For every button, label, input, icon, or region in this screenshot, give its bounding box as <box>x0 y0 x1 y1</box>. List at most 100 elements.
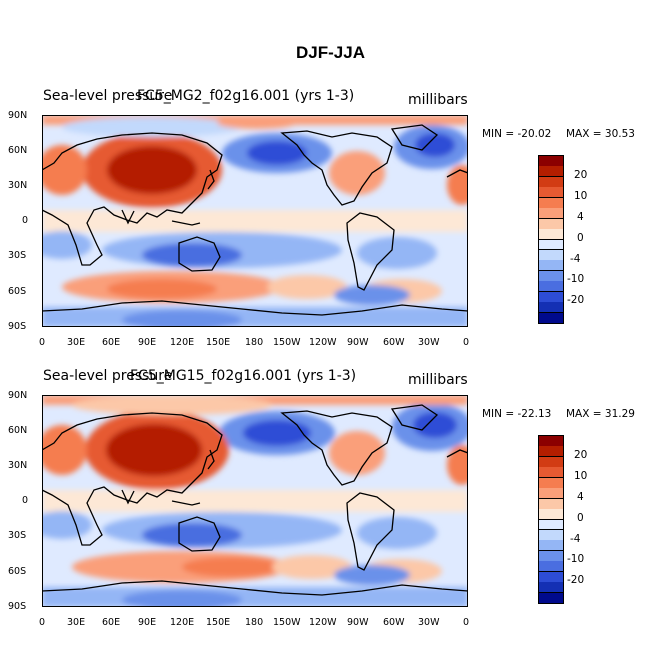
colorbar-swatch <box>539 519 563 531</box>
panel2-lat-label: 90N <box>8 390 28 401</box>
colorbar-swatch <box>539 218 563 230</box>
colorbar-swatch <box>539 561 563 573</box>
panel1-colorbar-label: 4 <box>577 211 584 223</box>
panel2-lon-label: 180 <box>245 617 264 628</box>
panel1-lon-label: 120W <box>309 337 337 348</box>
colorbar-swatch <box>539 281 563 293</box>
colorbar-swatch <box>539 571 563 583</box>
colorbar-swatch <box>539 446 563 458</box>
panel1-lon-label: 0 <box>39 337 46 348</box>
panel1-lon-label: 150E <box>206 337 231 348</box>
panel2-lon-label: 60W <box>383 617 405 628</box>
panel2-colorbar-label: 4 <box>577 491 584 503</box>
coastlines <box>42 404 468 596</box>
panel2-lat-label: 90S <box>8 601 27 612</box>
colorbar-swatch <box>539 488 563 500</box>
pressure-field <box>42 395 468 607</box>
panel2-lon-label: 150W <box>273 617 301 628</box>
panel2-map <box>42 395 468 607</box>
colorbar-swatch <box>539 477 563 489</box>
colorbar-swatch <box>539 592 563 604</box>
panel1-lat-label: 90N <box>8 110 28 121</box>
panel1-min-label: MIN = -20.02 <box>482 128 552 140</box>
panel2-center-title: FC5_MG15_f02g16.001 (yrs 1-3) <box>130 368 357 384</box>
colorbar-swatch <box>539 229 563 240</box>
colorbar-swatch <box>539 302 563 314</box>
panel2-lon-label: 120E <box>170 617 195 628</box>
panel2-lon-label: 120W <box>309 617 337 628</box>
colorbar-swatch <box>539 509 563 520</box>
panel2-lon-label: 60E <box>102 617 121 628</box>
panel2-lon-label: 0 <box>463 617 470 628</box>
colorbar-swatch <box>539 260 563 272</box>
panel2-colorbar-label: -4 <box>570 533 581 545</box>
colorbar-swatch <box>539 208 563 220</box>
colorbar-swatch <box>539 582 563 594</box>
panel1-lon-label: 90W <box>347 337 369 348</box>
panel1-lat-label: 60S <box>8 286 27 297</box>
panel1-left-title: Sea-level pressure <box>43 88 173 104</box>
panel2-lon-label: 90E <box>138 617 157 628</box>
panel1-lon-label: 60W <box>383 337 405 348</box>
panel1-lon-label: 60E <box>102 337 121 348</box>
panel2-colorbar-label: -10 <box>567 553 585 565</box>
figure-title: DJF-JJA <box>296 43 365 62</box>
panel1-colorbar-label: 20 <box>574 169 588 181</box>
panel1-colorbar-label: -4 <box>570 253 581 265</box>
panel2-colorbar-label: 20 <box>574 449 588 461</box>
coastlines <box>42 124 468 316</box>
colorbar-swatch <box>539 187 563 199</box>
panel2-lon-label: 30E <box>67 617 86 628</box>
colorbar-swatch <box>539 176 563 188</box>
colorbar-swatch <box>539 156 563 167</box>
panel1-lon-label: 30W <box>418 337 440 348</box>
panel1-center-title: FC5_MG2_f02g16.001 (yrs 1-3) <box>137 88 355 104</box>
panel1-colorbar <box>538 155 564 324</box>
colorbar-swatch <box>539 291 563 303</box>
panel2-lon-label: 30W <box>418 617 440 628</box>
panel1-map <box>42 115 468 327</box>
colorbar-swatch <box>539 197 563 209</box>
colorbar-swatch <box>539 550 563 562</box>
panel1-colorbar-label: 10 <box>574 190 588 202</box>
map-frame <box>42 115 468 327</box>
panel1-colorbar-label: -10 <box>567 273 585 285</box>
panel1-units: millibars <box>408 92 468 108</box>
colorbar-swatch <box>539 540 563 552</box>
panel1-colorbar-label: 0 <box>577 232 584 244</box>
panel2-max-label: MAX = 31.29 <box>566 408 635 420</box>
colorbar-swatch <box>539 498 563 510</box>
panel2-min-label: MIN = -22.13 <box>482 408 552 420</box>
panel2-units: millibars <box>408 372 468 388</box>
panel2-lat-label: 30N <box>8 460 28 471</box>
panel2-left-title: Sea-level pressure <box>43 368 173 384</box>
panel2-colorbar-label: 10 <box>574 470 588 482</box>
colorbar-swatch <box>539 249 563 261</box>
colorbar-swatch <box>539 529 563 541</box>
panel2-colorbar-label: 0 <box>577 512 584 524</box>
panel1-lat-label: 30N <box>8 180 28 191</box>
panel2-lon-label: 90W <box>347 617 369 628</box>
panel2-lat-label: 30S <box>8 530 27 541</box>
panel1-lat-label: 30S <box>8 250 27 261</box>
panel2-lat-label: 0 <box>22 495 29 506</box>
panel1-lon-label: 120E <box>170 337 195 348</box>
panel1-lon-label: 180 <box>245 337 264 348</box>
panel2-colorbar-label: -20 <box>567 574 585 586</box>
panel2-lat-label: 60S <box>8 566 27 577</box>
colorbar-swatch <box>539 436 563 447</box>
panel2-colorbar <box>538 435 564 604</box>
panel1-lon-label: 30E <box>67 337 86 348</box>
colorbar-swatch <box>539 239 563 251</box>
colorbar-swatch <box>539 456 563 468</box>
panel1-lon-label: 0 <box>463 337 470 348</box>
panel2-lon-label: 150E <box>206 617 231 628</box>
panel2-lat-label: 60N <box>8 425 28 436</box>
colorbar-swatch <box>539 467 563 479</box>
colorbar-swatch <box>539 166 563 178</box>
panel1-lat-label: 90S <box>8 321 27 332</box>
panel2-lon-label: 0 <box>39 617 46 628</box>
colorbar-swatch <box>539 312 563 324</box>
panel1-lat-label: 60N <box>8 145 28 156</box>
panel1-lat-label: 0 <box>22 215 29 226</box>
